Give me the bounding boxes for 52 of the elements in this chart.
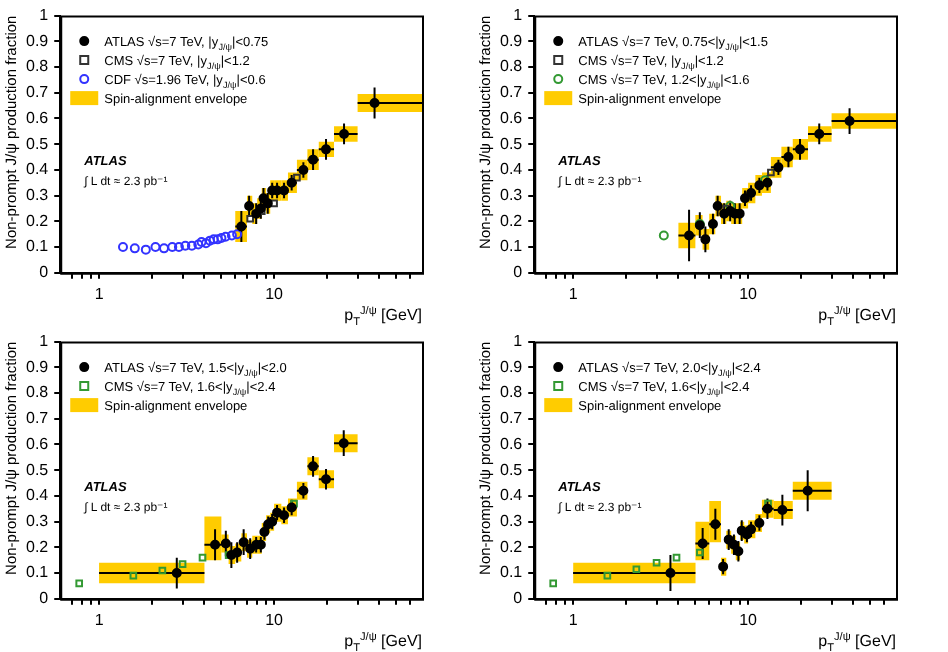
y-tick-label: 0: [513, 263, 524, 282]
y-tick-label: 0.3: [25, 186, 50, 205]
y-tick-label: 0.8: [499, 383, 524, 402]
y-tick-label: 0.9: [499, 31, 524, 50]
y-tick-label: 0: [39, 263, 50, 282]
x-tick-label: 10: [265, 284, 285, 303]
x-tick-label: 1: [94, 284, 105, 303]
y-tick-label: 0.5: [25, 134, 50, 153]
y-tick-label: 0: [39, 589, 50, 608]
y-tick-label: 0.9: [25, 31, 50, 50]
y-tick-label: 0.6: [25, 108, 50, 127]
y-tick-label: 0.4: [25, 160, 50, 179]
y-tick-label: 0.1: [499, 237, 524, 256]
y-tick-label: 0.8: [25, 57, 50, 76]
y-tick-label: 0.5: [499, 134, 524, 153]
y-tick-label: 0.4: [499, 160, 524, 179]
x-tick-label: 1: [94, 610, 105, 629]
y-tick-label: 0.3: [25, 512, 50, 531]
y-tick-label: 1: [513, 6, 524, 25]
y-tick-label: 0.4: [499, 486, 524, 505]
x-tick-label: 1: [568, 610, 579, 629]
y-tick-label: 0.7: [25, 409, 50, 428]
y-tick-label: 0.5: [25, 460, 50, 479]
y-tick-label: 0.6: [25, 434, 50, 453]
y-tick-label: 0.7: [25, 83, 50, 102]
y-tick-label: 0.2: [25, 211, 50, 230]
y-tick-label: 0.3: [499, 512, 524, 531]
y-tick-label: 0.4: [25, 486, 50, 505]
y-tick-label: 0.5: [499, 460, 524, 479]
x-tick-label: 10: [739, 284, 759, 303]
y-tick-label: 0.3: [499, 186, 524, 205]
y-tick-label: 0.2: [25, 537, 50, 556]
y-tick-label: 0.6: [499, 434, 524, 453]
y-tick-label: 0.8: [499, 57, 524, 76]
y-tick-label: 1: [513, 332, 524, 351]
y-tick-label: 1: [39, 6, 50, 25]
x-tick-label: 1: [568, 284, 579, 303]
y-tick-label: 0.9: [25, 357, 50, 376]
y-tick-label: 0.7: [499, 83, 524, 102]
y-tick-label: 0.1: [499, 563, 524, 582]
y-tick-label: 0.1: [25, 563, 50, 582]
x-tick-label: 10: [265, 610, 285, 629]
y-tick-label: 0.6: [499, 108, 524, 127]
y-tick-label: 0: [513, 589, 524, 608]
y-tick-label: 1: [39, 332, 50, 351]
y-tick-label: 0.8: [25, 383, 50, 402]
y-tick-label: 0.2: [499, 537, 524, 556]
y-tick-label: 0.7: [499, 409, 524, 428]
y-tick-label: 0.2: [499, 211, 524, 230]
y-tick-label: 0.1: [25, 237, 50, 256]
x-tick-label: 10: [739, 610, 759, 629]
y-tick-label: 0.9: [499, 357, 524, 376]
